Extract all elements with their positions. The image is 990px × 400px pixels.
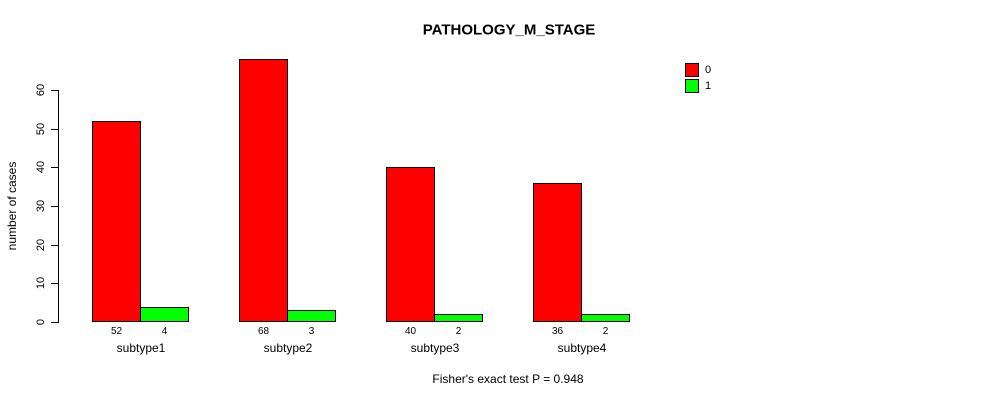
bar-value-label: 2 <box>455 326 462 337</box>
x-category-label: subtype2 <box>263 341 313 355</box>
bar-value-label: 2 <box>602 326 609 337</box>
y-tick <box>51 283 58 284</box>
y-tick <box>51 206 58 207</box>
y-tick <box>51 167 58 168</box>
legend-swatch <box>685 63 699 77</box>
bar-value-label: 4 <box>161 326 168 337</box>
bar-value-label: 52 <box>110 326 123 337</box>
x-category-label: subtype3 <box>410 341 460 355</box>
bar-1-subtype4 <box>581 314 630 322</box>
bar-0-subtype2 <box>239 59 288 322</box>
bar-value-label: 68 <box>257 326 270 337</box>
legend-item-0: 0 <box>685 63 711 77</box>
y-axis-label: number of cases <box>5 161 19 251</box>
y-tick-label: 0 <box>35 318 47 326</box>
y-tick-label: 30 <box>35 199 47 213</box>
legend-item-1: 1 <box>685 79 711 93</box>
y-tick <box>51 322 58 323</box>
y-tick-label: 50 <box>35 122 47 136</box>
bar-0-subtype4 <box>533 183 582 322</box>
y-tick-label: 60 <box>35 83 47 97</box>
annotation-fisher-test: Fisher's exact test P = 0.948 <box>432 372 584 386</box>
y-tick-label: 20 <box>35 238 47 252</box>
y-tick-label: 10 <box>35 276 47 290</box>
chart-title: PATHOLOGY_M_STAGE <box>422 21 596 39</box>
y-tick <box>51 129 58 130</box>
legend-label: 0 <box>705 64 712 76</box>
bar-0-subtype1 <box>92 121 141 322</box>
x-category-label: subtype1 <box>116 341 166 355</box>
y-tick <box>51 245 58 246</box>
bar-1-subtype2 <box>287 310 336 322</box>
x-category-label: subtype4 <box>557 341 607 355</box>
bar-value-label: 40 <box>404 326 417 337</box>
y-tick <box>51 90 58 91</box>
bar-0-subtype3 <box>386 167 435 322</box>
legend-label: 1 <box>705 80 712 92</box>
bar-value-label: 36 <box>551 326 564 337</box>
bar-1-subtype3 <box>434 314 483 322</box>
bar-value-label: 3 <box>308 326 315 337</box>
bar-1-subtype1 <box>140 307 189 322</box>
y-tick-label: 40 <box>35 160 47 174</box>
legend-swatch <box>685 79 699 93</box>
y-axis-line <box>58 90 59 323</box>
